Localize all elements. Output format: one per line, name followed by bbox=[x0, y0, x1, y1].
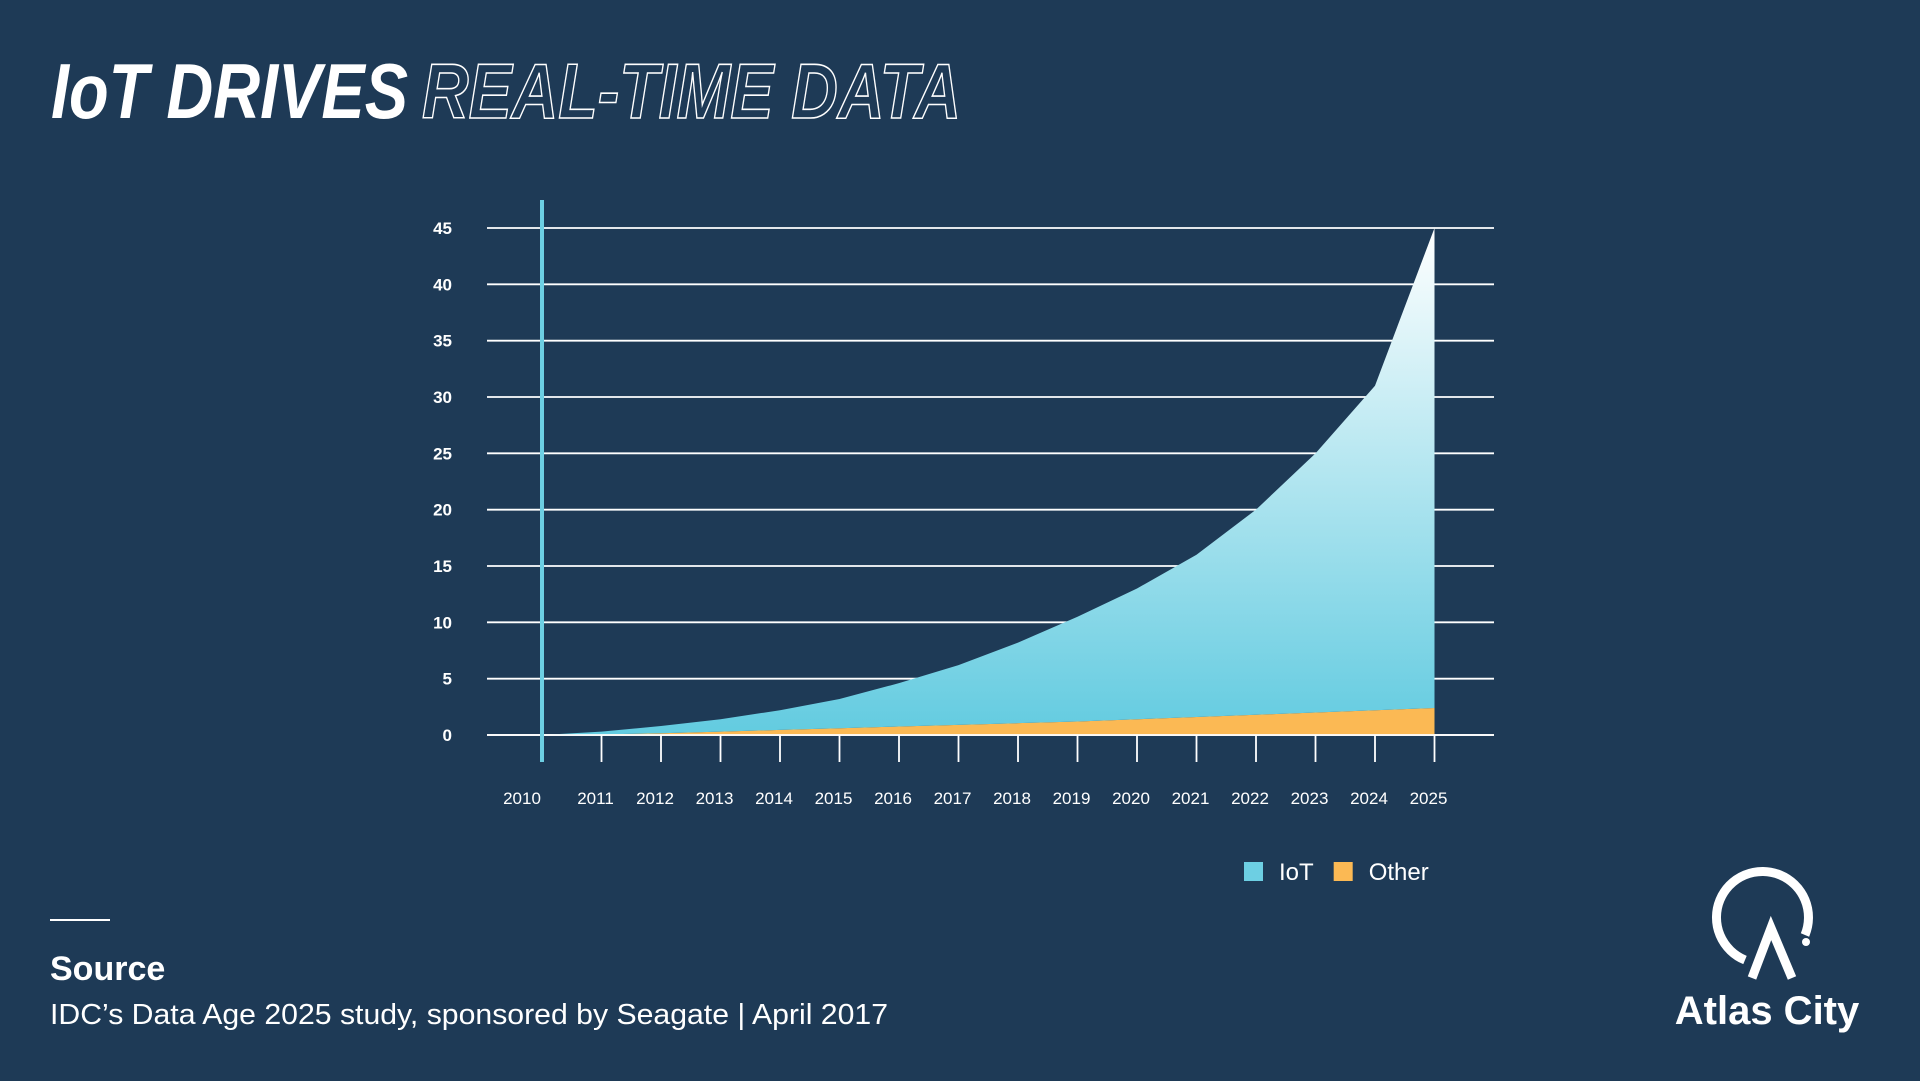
x-tick-label: 2011 bbox=[577, 789, 614, 808]
y-tick-label: 5 bbox=[443, 670, 452, 689]
x-tick-label: 2023 bbox=[1291, 789, 1329, 808]
x-tick-label: 2020 bbox=[1112, 789, 1150, 808]
y-tick-label: 15 bbox=[433, 557, 452, 576]
x-tick-label: 2015 bbox=[815, 789, 853, 808]
x-tick-label: 2019 bbox=[1053, 789, 1091, 808]
x-tick-label: 2014 bbox=[755, 789, 793, 808]
x-tick-label: 2018 bbox=[993, 789, 1031, 808]
legend-label: IoT bbox=[1279, 859, 1314, 886]
x-tick-label: 2022 bbox=[1231, 789, 1269, 808]
y-tick-label: 20 bbox=[433, 501, 452, 520]
y-tick-label: 40 bbox=[433, 275, 452, 294]
y-tick-label: 0 bbox=[443, 726, 452, 745]
x-tick-label: 2012 bbox=[636, 789, 674, 808]
title-outline: REAL-TIME DATA bbox=[422, 47, 961, 135]
source-label: Source bbox=[50, 950, 165, 988]
legend-swatch bbox=[1333, 862, 1353, 881]
logo-text: Atlas City bbox=[1675, 989, 1860, 1033]
x-tick-label: 2024 bbox=[1350, 789, 1388, 808]
x-tick-label: 2010 bbox=[503, 789, 541, 808]
x-tick-label: 2017 bbox=[934, 789, 972, 808]
logo-icon bbox=[1711, 866, 1813, 980]
legend-swatch bbox=[1244, 862, 1263, 881]
y-tick-label: 45 bbox=[433, 219, 452, 238]
y-tick-label: 35 bbox=[433, 332, 452, 351]
title-solid: IoT DRIVES bbox=[51, 47, 408, 135]
y-tick-label: 10 bbox=[433, 613, 452, 632]
x-tick-label: 2025 bbox=[1410, 789, 1448, 808]
area bbox=[542, 228, 1435, 735]
source-text: IDC’s Data Age 2025 study, sponsored by … bbox=[50, 999, 888, 1031]
legend-label: Other bbox=[1369, 859, 1429, 886]
y-tick-label: 25 bbox=[433, 444, 452, 463]
x-tick-label: 2016 bbox=[874, 789, 912, 808]
x-tick-label: 2021 bbox=[1172, 789, 1210, 808]
area bbox=[542, 707, 1435, 735]
y-tick-label: 30 bbox=[433, 388, 452, 407]
x-tick-label: 2013 bbox=[696, 789, 734, 808]
